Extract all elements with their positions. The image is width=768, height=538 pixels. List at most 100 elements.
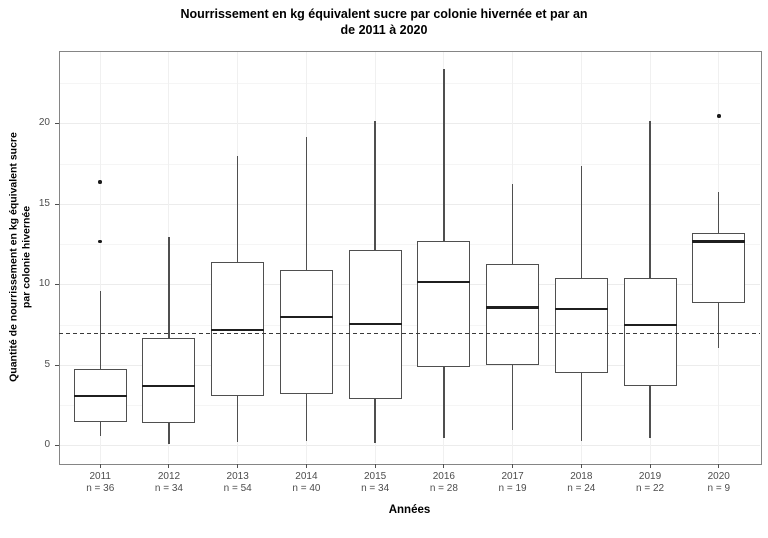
x-tick-n: n = 24 xyxy=(567,483,596,494)
y-tick-label: 5 xyxy=(44,358,50,370)
reference-line-dashed xyxy=(59,332,760,334)
whisker-upper-2015 xyxy=(374,120,376,250)
whisker-lower-2020 xyxy=(718,302,720,348)
x-tick-n: n = 22 xyxy=(635,483,665,494)
box-2014 xyxy=(279,270,333,395)
x-tick-year: 2017 xyxy=(501,471,524,482)
x-tick-n: n = 19 xyxy=(498,483,527,494)
whisker-lower-2016 xyxy=(443,367,445,438)
median-2012 xyxy=(142,385,196,388)
x-tick-label: 2015 n = 34 xyxy=(341,471,409,495)
x-tick-n: n = 9 xyxy=(707,483,731,494)
box-2017 xyxy=(486,264,540,366)
x-axis-title: Années xyxy=(388,504,431,516)
x-tick-mark xyxy=(649,464,651,468)
x-tick-mark xyxy=(374,464,376,468)
y-tick-label: 0 xyxy=(44,439,50,451)
whisker-lower-2014 xyxy=(305,394,308,442)
gridline-major xyxy=(59,364,760,366)
y-tick-mark xyxy=(55,203,59,205)
y-axis-title-line2: par colonie hivernée xyxy=(20,205,32,309)
box-2012 xyxy=(142,338,196,424)
median-2016 xyxy=(417,280,471,283)
outlier-2011 xyxy=(98,239,103,244)
median-2013 xyxy=(211,329,265,332)
y-tick-label: 10 xyxy=(38,278,50,290)
x-tick-label: 2016 n = 28 xyxy=(410,471,478,495)
x-tick-mark xyxy=(237,464,239,468)
x-tick-label: 2020 n = 9 xyxy=(685,471,753,495)
median-2015 xyxy=(348,322,402,325)
whisker-lower-2011 xyxy=(99,421,101,437)
whisker-upper-2020 xyxy=(718,191,720,234)
whisker-lower-2019 xyxy=(649,386,651,438)
whisker-lower-2013 xyxy=(237,396,239,442)
x-tick-year: 2012 xyxy=(157,471,181,482)
x-tick-year: 2011 xyxy=(89,471,111,482)
x-tick-mark xyxy=(512,464,514,468)
median-2019 xyxy=(623,324,677,327)
x-tick-year: 2018 xyxy=(570,471,593,482)
x-tick-n: n = 54 xyxy=(223,483,252,494)
x-tick-label: 2014 n = 40 xyxy=(272,471,340,495)
gridline-major xyxy=(59,284,760,286)
x-tick-year: 2016 xyxy=(432,471,455,482)
x-tick-year: 2013 xyxy=(226,471,249,482)
gridline-major xyxy=(59,445,760,447)
y-tick-label: 15 xyxy=(38,197,50,209)
x-tick-mark xyxy=(580,464,582,468)
x-tick-label: 2011 n = 36 xyxy=(66,471,134,495)
gridline-minor xyxy=(59,324,760,326)
y-tick-mark xyxy=(55,364,59,366)
median-2018 xyxy=(554,308,608,311)
whisker-upper-2014 xyxy=(305,136,308,271)
x-tick-year: 2014 xyxy=(295,471,318,482)
whisker-upper-2017 xyxy=(511,183,514,264)
x-tick-label: 2019 n = 22 xyxy=(616,471,684,495)
gridline-major xyxy=(59,203,760,205)
y-axis-title: Quantité de nourrissement en kg équivale… xyxy=(8,47,33,467)
whisker-upper-2011 xyxy=(99,291,101,369)
box-2020 xyxy=(692,233,746,303)
whisker-upper-2019 xyxy=(649,120,651,279)
x-tick-mark xyxy=(718,464,720,468)
gridline-minor xyxy=(59,405,760,407)
x-tick-n: n = 34 xyxy=(154,483,183,494)
x-tick-year: 2020 xyxy=(707,471,730,482)
gridline-minor xyxy=(59,244,760,246)
whisker-lower-2018 xyxy=(580,373,582,442)
outlier-2011 xyxy=(98,180,103,184)
x-tick-n: n = 28 xyxy=(429,483,458,494)
x-tick-mark xyxy=(305,464,307,468)
gridline-minor xyxy=(59,83,760,85)
whisker-lower-2012 xyxy=(168,423,170,445)
whisker-upper-2016 xyxy=(443,69,445,242)
median-2011 xyxy=(73,395,127,398)
whisker-upper-2013 xyxy=(237,156,239,263)
chart-title: Nourrissement en kg équivalent sucre par… xyxy=(0,6,768,38)
gridline-vertical xyxy=(99,51,101,463)
box-2016 xyxy=(417,241,471,368)
y-tick-mark xyxy=(55,123,59,125)
y-tick-mark xyxy=(55,284,59,286)
median-2020 xyxy=(692,240,746,243)
x-tick-year: 2019 xyxy=(638,471,662,482)
x-tick-n: n = 40 xyxy=(292,483,321,494)
x-tick-n: n = 34 xyxy=(361,483,390,494)
chart-title-line2: de 2011 à 2020 xyxy=(340,23,428,37)
whisker-upper-2012 xyxy=(168,236,170,339)
median-2014 xyxy=(279,316,333,319)
outlier-2020 xyxy=(716,114,721,118)
chart-title-line1: Nourrissement en kg équivalent sucre par… xyxy=(180,7,588,21)
x-tick-mark xyxy=(99,464,101,468)
x-tick-mark xyxy=(443,464,445,468)
x-tick-mark xyxy=(168,464,170,468)
gridline-major xyxy=(59,123,760,125)
whisker-lower-2015 xyxy=(374,399,376,443)
gridline-minor xyxy=(59,163,760,165)
x-tick-n: n = 36 xyxy=(86,483,115,494)
whisker-upper-2018 xyxy=(580,165,582,279)
x-tick-label: 2017 n = 19 xyxy=(479,471,547,495)
x-tick-label: 2018 n = 24 xyxy=(547,471,615,495)
